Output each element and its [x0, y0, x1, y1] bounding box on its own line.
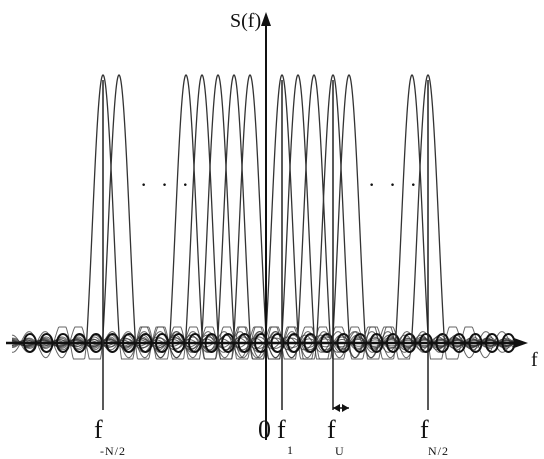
subcarrier-main-lobe: [264, 74, 300, 344]
subcarrier-main-lobe: [394, 74, 430, 344]
subcarrier-main-lobe: [410, 74, 446, 344]
ellipsis-left: · · ·: [140, 172, 193, 197]
label-f-one: f: [277, 415, 286, 444]
ellipsis-right: · · ·: [368, 172, 421, 197]
subcarrier-main-lobe: [296, 74, 332, 344]
subcarrier-main-lobe: [85, 74, 121, 344]
spacing-arrowhead-left: [333, 404, 340, 412]
origin-label: 0: [258, 415, 271, 444]
spacing-arrowhead-right: [342, 404, 349, 412]
subcarrier-main-lobe: [184, 74, 220, 344]
label-sub-one: 1: [287, 443, 294, 457]
label-sub-neg-n-half: -N/2: [100, 444, 126, 458]
label-sub-u: U: [335, 444, 345, 458]
subcarrier-main-lobe: [216, 74, 252, 344]
y-axis-label: S(f): [230, 10, 261, 32]
subcarrier-main-lobe: [101, 74, 137, 344]
subcarrier-side-lobes: [11, 326, 515, 360]
subcarrier-main-lobe: [315, 74, 351, 344]
label-sub-n-half: N/2: [428, 444, 449, 458]
subcarrier-main-lobes: [85, 74, 446, 344]
x-axis-arrow: [514, 338, 528, 348]
label-f-u: f: [327, 415, 336, 444]
x-axis-label: f: [531, 349, 538, 371]
y-axis-arrow: [261, 12, 271, 26]
subcarrier-main-lobe: [232, 74, 268, 344]
label-f-neg-n-half: f: [94, 415, 103, 444]
label-f-n-half: f: [420, 415, 429, 444]
subcarrier-main-lobe: [331, 74, 367, 344]
subcarrier-main-lobe: [168, 74, 204, 344]
subcarrier-side-lobes: [11, 326, 515, 360]
subcarrier-main-lobe: [280, 74, 316, 344]
subcarrier-main-lobe: [200, 74, 236, 344]
